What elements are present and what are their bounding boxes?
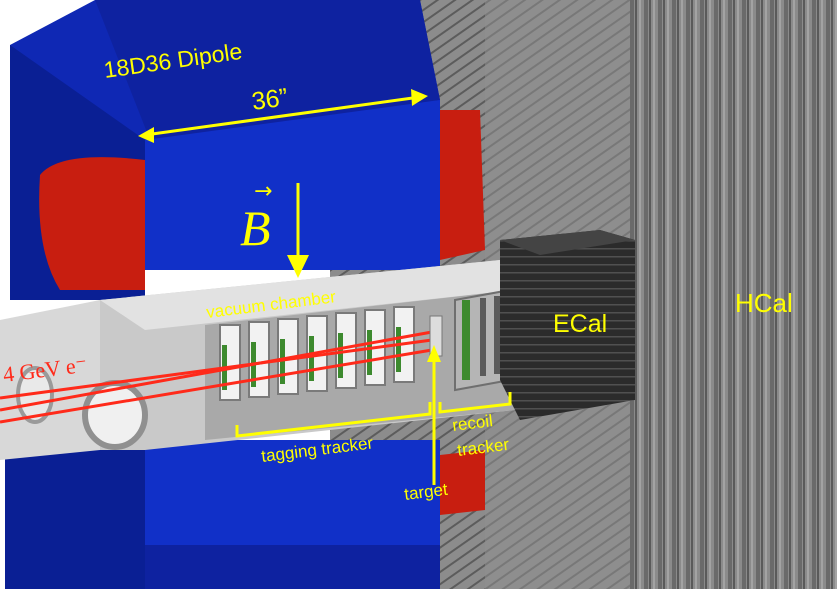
tracker-module-board <box>396 327 401 372</box>
magnet-coil-right <box>440 110 485 260</box>
width-label: 36” <box>250 83 290 116</box>
tracker-module-board <box>309 336 314 381</box>
field-arrowhead <box>287 255 309 278</box>
tracker-module-board <box>338 333 343 378</box>
width-arrowhead-left <box>138 127 154 143</box>
hcal-label: HCal <box>735 288 793 318</box>
width-arrowhead-right <box>411 89 428 106</box>
target-arrowhead <box>427 345 441 362</box>
recoil-tracker-bracket <box>438 392 512 414</box>
tracker-module-board <box>367 330 372 375</box>
magnetic-field-symbol: B <box>240 200 271 256</box>
magnet-coil-lower-right <box>440 450 485 515</box>
width-dimension-line <box>144 95 421 137</box>
recoil-tracker-label-line1: recoil <box>451 411 494 435</box>
tagging-tracker-bracket <box>235 402 432 438</box>
annotations <box>138 89 512 485</box>
ecal-label: ECal <box>553 310 607 338</box>
recoil-tracker-modules <box>454 288 511 392</box>
electron-beam-lines <box>0 330 433 424</box>
electromagnetic-calorimeter <box>500 230 635 420</box>
field-vector-arrow-icon: → <box>254 179 272 204</box>
magnet-coil-left <box>39 157 145 290</box>
